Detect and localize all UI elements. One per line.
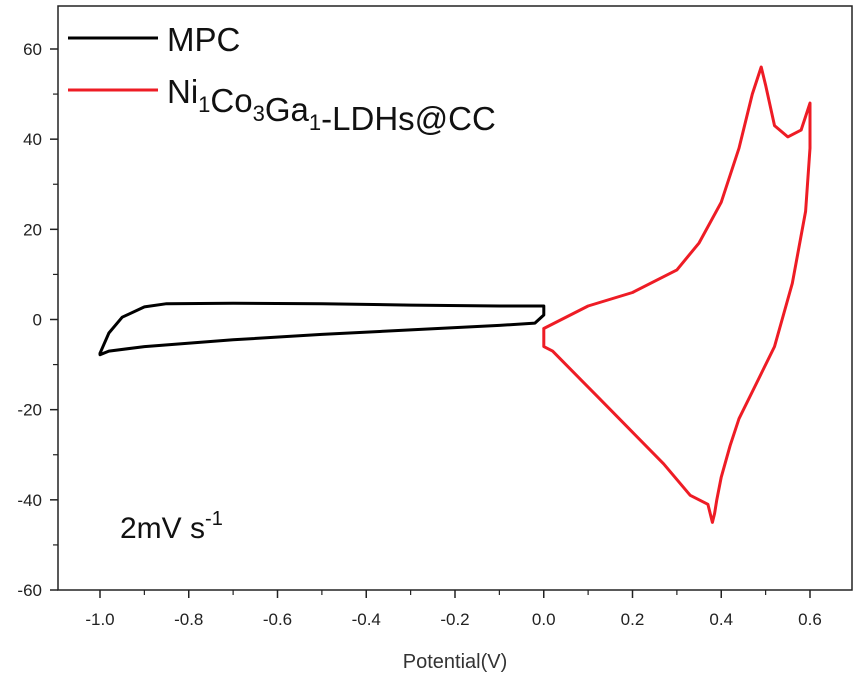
legend-label-ni1co3ga1: Ni1Co3Ga1-LDHs@CC (167, 73, 496, 137)
x-tick-label: -0.2 (440, 610, 469, 629)
y-tick-label: 20 (23, 220, 42, 239)
x-tick-label: 0.4 (709, 610, 733, 629)
scan-rate-annotation: 2mV s-1 (120, 508, 223, 545)
series-line-mpc (98, 301, 546, 357)
y-tick-label: 0 (33, 311, 42, 330)
y-tick-label: -40 (17, 491, 42, 510)
legend-label-part: Ga (265, 91, 310, 128)
x-tick-label: -1.0 (85, 610, 114, 629)
x-tick-label: 0.0 (532, 610, 556, 629)
y-tick-label: -60 (17, 581, 42, 600)
x-tick-label: 0.2 (621, 610, 645, 629)
x-tick-label: -0.4 (352, 610, 381, 629)
legend-label-mpc: MPC (167, 21, 240, 58)
y-tick-label: 40 (23, 130, 42, 149)
legend-label-subscript: 3 (253, 101, 265, 126)
x-axis-title: Potential(V) (403, 651, 508, 673)
y-tick-label: -20 (17, 401, 42, 420)
x-tick-label: 0.6 (798, 610, 822, 629)
x-tick-label: -0.8 (174, 610, 203, 629)
series-line-ni1co3ga1 (542, 65, 812, 524)
series-layer (98, 65, 812, 524)
x-tick-label: -0.6 (263, 610, 292, 629)
legend-label-subscript: 1 (198, 92, 210, 117)
scan-rate-superscript: -1 (205, 508, 223, 530)
legend-label-part: Co (210, 82, 252, 119)
legend-label-part: Ni (167, 73, 198, 110)
legend: MPC Ni1Co3Ga1-LDHs@CC (68, 21, 496, 137)
legend-label-part: -LDHs@CC (321, 100, 496, 137)
axis-ticks: -1.0 -0.8 -0.6 -0.4 -0.2 0.0 0.2 0.4 0.6 -60 -40 -2… (17, 40, 821, 629)
legend-label-subscript: 1 (309, 110, 321, 135)
y-tick-label: 60 (23, 40, 42, 59)
scan-rate-text: 2mV s (120, 512, 205, 545)
